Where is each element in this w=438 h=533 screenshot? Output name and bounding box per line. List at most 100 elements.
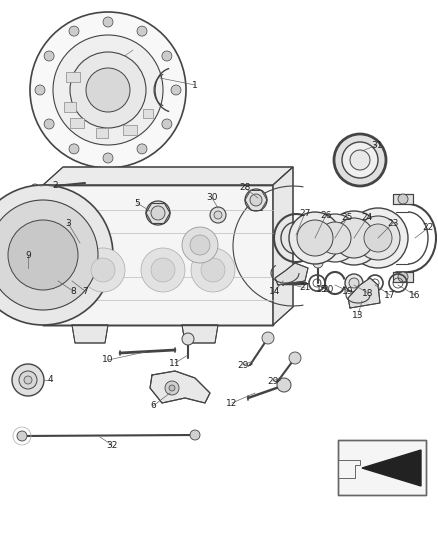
Circle shape: [44, 119, 54, 129]
Circle shape: [69, 26, 79, 36]
Polygon shape: [72, 325, 108, 343]
Circle shape: [141, 248, 185, 292]
Text: 6: 6: [150, 401, 156, 410]
Text: 3: 3: [65, 219, 71, 228]
Text: 25: 25: [341, 214, 353, 222]
Bar: [70, 118, 84, 128]
Polygon shape: [393, 272, 413, 282]
Text: 29: 29: [237, 360, 249, 369]
Bar: [338, 440, 426, 495]
Text: 11: 11: [169, 359, 181, 367]
Text: 24: 24: [361, 214, 373, 222]
Circle shape: [151, 258, 175, 282]
Circle shape: [297, 220, 333, 256]
Text: 14: 14: [269, 287, 281, 295]
Circle shape: [19, 371, 37, 389]
Circle shape: [86, 68, 130, 112]
Circle shape: [334, 134, 386, 186]
Text: 31: 31: [371, 141, 383, 149]
Circle shape: [356, 216, 400, 260]
Circle shape: [17, 431, 27, 441]
Polygon shape: [273, 167, 293, 325]
Circle shape: [289, 212, 341, 264]
Circle shape: [245, 189, 267, 211]
Circle shape: [103, 17, 113, 27]
Circle shape: [162, 119, 172, 129]
Text: 18: 18: [362, 288, 374, 297]
Circle shape: [60, 268, 80, 288]
Polygon shape: [43, 185, 273, 325]
Circle shape: [348, 208, 408, 268]
Circle shape: [289, 352, 301, 364]
Text: 28: 28: [239, 183, 251, 192]
Circle shape: [398, 194, 408, 204]
Circle shape: [313, 258, 323, 268]
Circle shape: [65, 273, 75, 283]
Circle shape: [12, 364, 44, 396]
Bar: [96, 128, 108, 138]
Circle shape: [319, 222, 351, 254]
Text: 21: 21: [299, 284, 311, 293]
Circle shape: [364, 224, 392, 252]
Circle shape: [262, 332, 274, 344]
Circle shape: [345, 274, 363, 292]
Circle shape: [311, 214, 359, 262]
Text: 4: 4: [47, 376, 53, 384]
Circle shape: [30, 12, 186, 168]
Circle shape: [151, 206, 165, 220]
Circle shape: [214, 211, 222, 219]
Polygon shape: [43, 167, 293, 185]
Polygon shape: [182, 325, 218, 343]
Polygon shape: [12, 266, 36, 290]
Circle shape: [24, 376, 32, 384]
Circle shape: [210, 207, 226, 223]
Circle shape: [201, 258, 225, 282]
Circle shape: [190, 430, 200, 440]
Text: 30: 30: [206, 193, 218, 203]
Circle shape: [350, 150, 370, 170]
Text: 29: 29: [267, 376, 279, 385]
Circle shape: [103, 153, 113, 163]
Text: 9: 9: [25, 251, 31, 260]
Circle shape: [334, 218, 374, 258]
Circle shape: [0, 200, 98, 310]
Circle shape: [53, 35, 163, 145]
Bar: [64, 102, 76, 112]
Circle shape: [349, 278, 359, 288]
Text: 10: 10: [102, 356, 114, 365]
Circle shape: [50, 271, 64, 285]
Circle shape: [45, 266, 69, 290]
Circle shape: [137, 26, 147, 36]
Circle shape: [70, 52, 146, 128]
Text: 15: 15: [316, 286, 328, 295]
Polygon shape: [393, 194, 413, 204]
Polygon shape: [275, 263, 308, 285]
Polygon shape: [4, 270, 12, 286]
Circle shape: [250, 194, 262, 206]
Circle shape: [169, 385, 175, 391]
Circle shape: [44, 51, 54, 61]
Circle shape: [69, 144, 79, 154]
Circle shape: [398, 272, 408, 282]
Polygon shape: [348, 278, 380, 308]
Circle shape: [35, 85, 45, 95]
Text: 7: 7: [82, 287, 88, 295]
Text: 27: 27: [299, 208, 311, 217]
Circle shape: [0, 185, 113, 325]
Text: 12: 12: [226, 399, 238, 408]
Text: 23: 23: [387, 219, 399, 228]
Bar: [66, 72, 80, 82]
Text: 1: 1: [192, 80, 198, 90]
Circle shape: [190, 235, 210, 255]
Text: 5: 5: [134, 198, 140, 207]
Circle shape: [162, 51, 172, 61]
Circle shape: [91, 258, 115, 282]
Text: 17: 17: [384, 290, 396, 300]
Circle shape: [81, 248, 125, 292]
Text: 2: 2: [52, 181, 58, 190]
Polygon shape: [362, 450, 421, 486]
Circle shape: [277, 378, 291, 392]
Circle shape: [327, 211, 381, 265]
Polygon shape: [338, 460, 360, 478]
Text: 13: 13: [352, 311, 364, 319]
